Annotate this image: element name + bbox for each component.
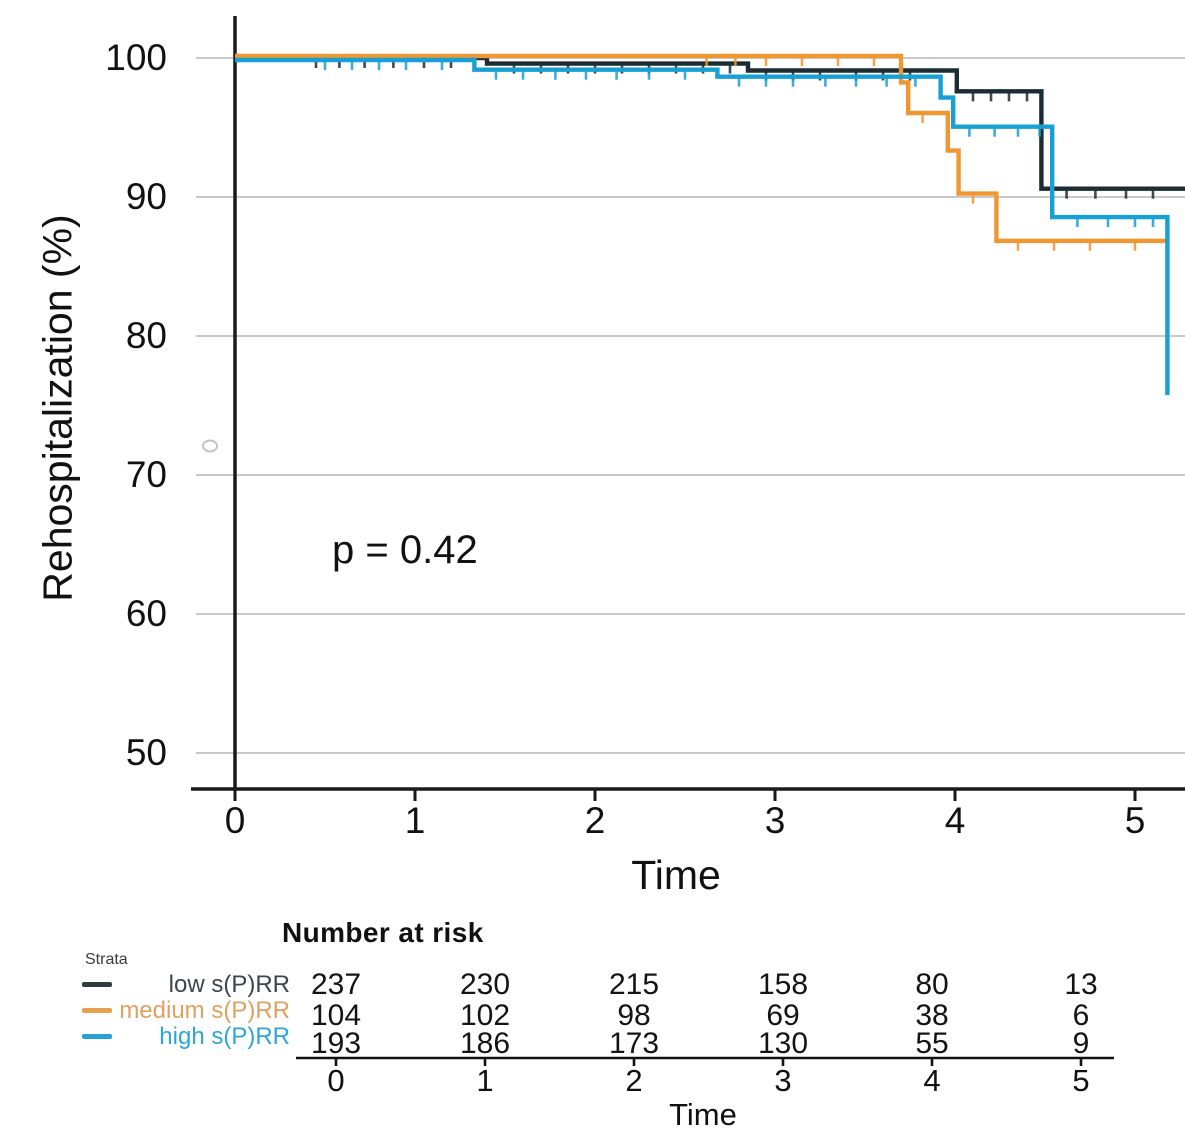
risk-value-medium-t0: 104 <box>310 999 362 1032</box>
x-axis-title: Time <box>631 852 721 898</box>
risk-value-medium-t1: 102 <box>459 999 511 1032</box>
x-tick-label-3: 3 <box>764 800 786 841</box>
legend-label-medium: medium s(P)RR <box>119 997 290 1024</box>
x-tick-label-1: 1 <box>404 800 426 841</box>
risk-table-header: Number at risk <box>282 917 484 948</box>
risk-value-low-t5: 13 <box>1064 968 1098 1001</box>
legend-dash-medium <box>82 1008 112 1013</box>
artifact-circle <box>202 439 218 453</box>
risk-value-medium-t4: 38 <box>915 999 949 1032</box>
risk-value-low-t0: 237 <box>310 968 362 1001</box>
risk-axis-tick-label-1: 1 <box>476 1063 494 1098</box>
risk-value-low-t4: 80 <box>915 968 949 1001</box>
risk-axis-tick-label-2: 2 <box>625 1063 643 1098</box>
y-tick-label-90: 90 <box>125 176 167 217</box>
risk-value-high-t2: 173 <box>608 1027 660 1060</box>
y-tick-label-100: 100 <box>105 37 167 78</box>
y-tick-label-70: 70 <box>125 454 167 495</box>
x-tick-label-5: 5 <box>1124 800 1146 841</box>
risk-value-high-t0: 193 <box>310 1027 362 1060</box>
risk-axis-tick-label-5: 5 <box>1072 1063 1090 1098</box>
x-tick-label-0: 0 <box>224 800 246 841</box>
legend-dash-high <box>82 1034 112 1039</box>
y-tick-label-60: 60 <box>125 593 167 634</box>
risk-value-medium-t2: 98 <box>617 999 651 1032</box>
risk-value-medium-t3: 69 <box>766 999 800 1032</box>
risk-value-high-t1: 186 <box>459 1027 511 1060</box>
legend-label-low: low s(P)RR <box>168 971 290 998</box>
km-curve-high <box>235 57 1170 395</box>
x-tick-label-4: 4 <box>944 800 966 841</box>
risk-value-high-t5: 9 <box>1072 1027 1090 1060</box>
risk-value-high-t3: 130 <box>757 1027 809 1060</box>
risk-value-low-t1: 230 <box>459 968 511 1001</box>
risk-axis-tick-label-0: 0 <box>327 1063 345 1098</box>
risk-value-high-t4: 55 <box>915 1027 949 1060</box>
legend-dash-low <box>82 982 112 987</box>
y-axis-title: Rehospitalization (%) <box>34 214 81 602</box>
risk-value-low-t3: 158 <box>757 968 809 1001</box>
legend-label-high: high s(P)RR <box>159 1023 290 1050</box>
p-value-annotation: p = 0.42 <box>332 528 478 572</box>
y-tick-label-80: 80 <box>125 315 167 356</box>
risk-value-medium-t5: 6 <box>1072 999 1090 1032</box>
risk-axis-tick-label-4: 4 <box>923 1063 941 1098</box>
km-curve-medium <box>235 53 1168 244</box>
y-tick-label-50: 50 <box>125 732 167 773</box>
x-tick-label-2: 2 <box>584 800 606 841</box>
risk-axis-tick-label-3: 3 <box>774 1063 792 1098</box>
risk-axis-title: Time <box>669 1097 737 1132</box>
km-curve-low <box>235 55 1185 191</box>
risk-value-low-t2: 215 <box>608 968 660 1001</box>
legend-strata-label: Strata <box>85 951 128 968</box>
